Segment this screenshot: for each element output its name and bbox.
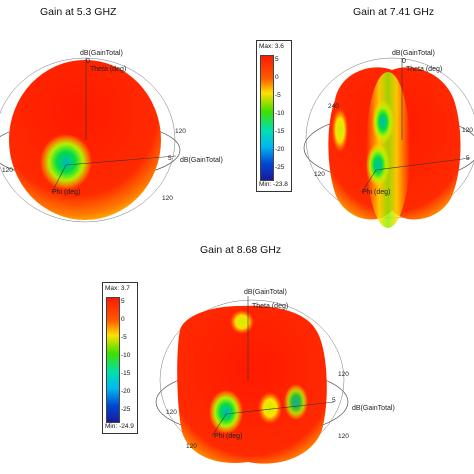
tick-3b: 120 xyxy=(166,409,177,416)
side-spot-2 xyxy=(332,108,348,152)
panel-5-3ghz: dB(GainTotal) 0 Theta (deg) Phi (deg) dB… xyxy=(0,50,223,223)
y-axis-1 xyxy=(51,164,67,193)
legend-2-tick-1: 0 xyxy=(121,316,125,323)
legend-min-1: Min: -23.8 xyxy=(259,181,288,188)
low-gain-spot-1 xyxy=(40,134,92,190)
orbit-ellipse-1b xyxy=(0,57,176,223)
low-gain-spot-2a xyxy=(372,100,394,144)
legend-1-tick-0: 5 xyxy=(275,56,279,63)
panel-title-5-3ghz: Gain at 5.3 GHZ xyxy=(40,6,117,18)
colorbar-1 xyxy=(260,55,274,181)
tick-1c: 5 xyxy=(168,155,172,162)
tick-3e: 120 xyxy=(186,443,197,450)
legend-2-tick-3: -10 xyxy=(121,352,131,359)
right-spot-3 xyxy=(284,384,308,420)
legend-1-tick-2: -5 xyxy=(275,92,281,99)
zero-label-1: 0 xyxy=(86,58,90,65)
phi-label-3: Phi (deg) xyxy=(214,433,242,440)
lobe-body-8-68ghz xyxy=(177,305,327,464)
legend-1-tick-1: 0 xyxy=(275,74,279,81)
legend-2-tick-6: -25 xyxy=(121,406,131,413)
colorbar-legend-2: Max: 3.7 5 0 -5 -10 -15 -20 -25 Min: -24… xyxy=(102,282,138,434)
legend-2-tick-0: 5 xyxy=(121,298,125,305)
colorbar-2 xyxy=(106,297,120,423)
tick-2b: 120 xyxy=(314,171,325,178)
legend-2-tick-2: -5 xyxy=(121,334,127,341)
legend-1-tick-3: -10 xyxy=(275,110,285,117)
x-axis-1 xyxy=(65,155,177,166)
x-axis-2 xyxy=(375,157,471,171)
sphere-5-3ghz xyxy=(9,60,161,220)
tick-2a: 240 xyxy=(328,103,339,110)
r-label-3: dB(GainTotal) xyxy=(352,405,395,412)
low-gain-spot-3a xyxy=(209,390,243,434)
y-axis-3 xyxy=(211,413,227,437)
panel-title-8-68ghz: Gain at 8.68 GHz xyxy=(200,244,282,256)
x-axis-3 xyxy=(225,401,335,415)
legend-1-tick-5: -20 xyxy=(275,146,285,153)
legend-1-tick-6: -25 xyxy=(275,164,285,171)
z-axis-label-1: dB(GainTotal) xyxy=(80,50,123,57)
tick-1d: 120 xyxy=(162,195,173,202)
theta-label-3: Theta (deg) xyxy=(252,303,288,310)
legend-max-1: Max: 3.6 xyxy=(259,43,284,50)
tick-3d: 120 xyxy=(338,433,349,440)
tick-3a: 120 xyxy=(338,371,349,378)
phi-label-1: Phi (deg) xyxy=(52,189,80,196)
legend-max-2: Max: 3.7 xyxy=(105,285,130,292)
tick-2c: 5 xyxy=(466,155,470,162)
legend-2-tick-4: -15 xyxy=(121,370,131,377)
phi-label-2: Phi (deg) xyxy=(362,189,390,196)
top-spot-3 xyxy=(230,310,254,334)
legend-min-2: Min: -24.9 xyxy=(105,423,134,430)
colorbar-legend-1: Max: 3.6 5 0 -5 -10 -15 -20 -25 Min: -23… xyxy=(256,40,292,192)
tick-2d: 120 xyxy=(462,127,473,134)
theta-label-2: Theta (deg) xyxy=(406,66,442,73)
panel-title-7-41ghz: Gain at 7.41 GHz xyxy=(353,6,435,18)
theta-label-1: Theta (deg) xyxy=(90,66,126,73)
tick-1b: 120 xyxy=(2,167,13,174)
legend-1-tick-4: -15 xyxy=(275,128,285,135)
r-label-1: dB(GainTotal) xyxy=(180,157,223,164)
zero-label-2: 0 xyxy=(402,58,406,65)
z-axis-label-2: dB(GainTotal) xyxy=(392,50,435,57)
mid-spot-3 xyxy=(258,392,282,424)
legend-2-tick-5: -20 xyxy=(121,388,131,395)
tick-3c: 5 xyxy=(332,397,336,404)
tick-1a: 120 xyxy=(175,128,186,135)
panel-8-68ghz: dB(GainTotal) Theta (deg) Phi (deg) dB(G… xyxy=(155,289,395,464)
panel-7-41ghz: dB(GainTotal) 0 Theta (deg) Phi (deg) 24… xyxy=(303,50,474,228)
y-axis-2 xyxy=(361,169,377,193)
z-axis-label-3: dB(GainTotal) xyxy=(244,289,287,296)
